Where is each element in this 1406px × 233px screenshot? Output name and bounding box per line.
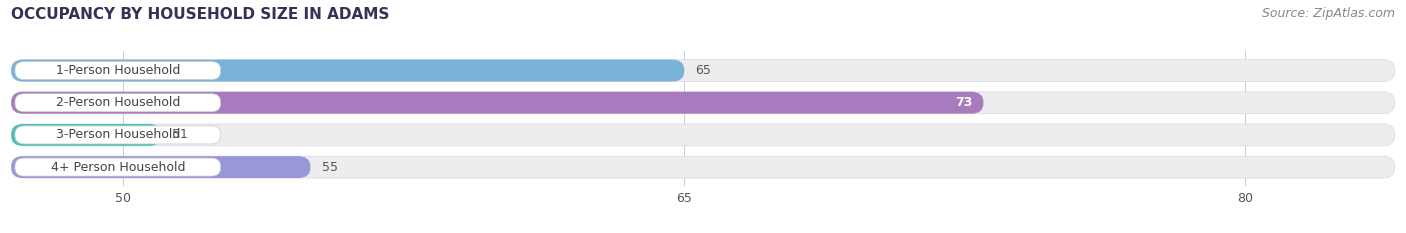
FancyBboxPatch shape <box>15 62 221 80</box>
Text: Source: ZipAtlas.com: Source: ZipAtlas.com <box>1261 7 1395 20</box>
FancyBboxPatch shape <box>11 92 1395 114</box>
FancyBboxPatch shape <box>11 124 1395 146</box>
Text: 4+ Person Household: 4+ Person Household <box>51 161 186 174</box>
FancyBboxPatch shape <box>11 156 1395 178</box>
FancyBboxPatch shape <box>15 158 221 176</box>
FancyBboxPatch shape <box>15 94 221 112</box>
Text: 55: 55 <box>322 161 337 174</box>
FancyBboxPatch shape <box>11 124 160 146</box>
Text: 51: 51 <box>172 128 188 141</box>
Text: 3-Person Household: 3-Person Household <box>56 128 180 141</box>
FancyBboxPatch shape <box>11 60 685 82</box>
Text: OCCUPANCY BY HOUSEHOLD SIZE IN ADAMS: OCCUPANCY BY HOUSEHOLD SIZE IN ADAMS <box>11 7 389 22</box>
Text: 1-Person Household: 1-Person Household <box>56 64 180 77</box>
FancyBboxPatch shape <box>11 92 983 114</box>
Text: 65: 65 <box>696 64 711 77</box>
Text: 2-Person Household: 2-Person Household <box>56 96 180 109</box>
FancyBboxPatch shape <box>11 60 1395 82</box>
Text: 73: 73 <box>955 96 972 109</box>
FancyBboxPatch shape <box>15 126 221 144</box>
FancyBboxPatch shape <box>11 156 311 178</box>
